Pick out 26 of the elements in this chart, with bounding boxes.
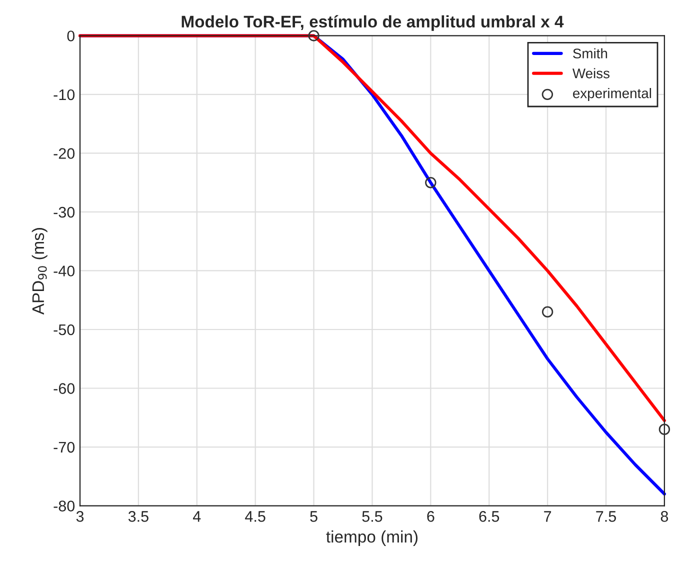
x-tick-label: 4 bbox=[192, 511, 201, 522]
y-tick-label: -70 bbox=[54, 442, 75, 453]
y-tick-label: -10 bbox=[54, 89, 75, 100]
x-tick-label: 7.5 bbox=[596, 511, 616, 522]
y-tick-label: -80 bbox=[54, 500, 75, 512]
y-tick-label: -50 bbox=[54, 324, 75, 336]
y-tick-label: -30 bbox=[54, 206, 75, 218]
chart-title: Modelo ToR-EF, estímulo de amplitud umbral x 4 bbox=[182, 15, 564, 31]
x-tick-label: 3.5 bbox=[128, 511, 148, 522]
x-tick-label: 6 bbox=[427, 511, 434, 522]
x-tick-label: 5.5 bbox=[362, 511, 382, 522]
x-tick-label: 6.5 bbox=[479, 511, 500, 522]
legend-label: Weiss bbox=[572, 68, 610, 78]
y-tick-label: -20 bbox=[54, 148, 75, 159]
x-tick-label: 5 bbox=[310, 511, 318, 522]
x-axis-title: tiempo (min) bbox=[326, 530, 418, 546]
x-tick-label: 4.5 bbox=[245, 511, 266, 522]
y-tick-label: 0 bbox=[67, 30, 75, 42]
y-tick-label: -60 bbox=[54, 383, 75, 394]
y-tick-label: -40 bbox=[54, 266, 75, 276]
legend-label: Smith bbox=[573, 48, 608, 58]
legend-label: experimental bbox=[573, 88, 652, 101]
x-tick-label: 8 bbox=[660, 511, 668, 522]
x-tick-label: 7 bbox=[544, 511, 552, 522]
y-axis-title: APD$_{90}$ (ms) bbox=[32, 228, 48, 315]
x-tick-label: 3 bbox=[76, 511, 84, 522]
